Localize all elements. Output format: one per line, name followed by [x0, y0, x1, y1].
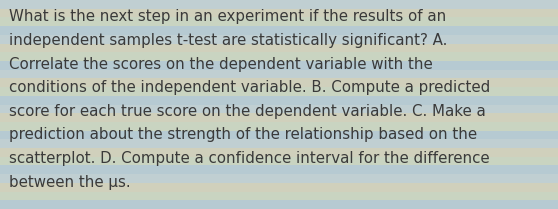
Bar [0, 183, 558, 192]
Bar [0, 35, 558, 43]
Text: conditions of the independent variable. B. Compute a predicted: conditions of the independent variable. … [9, 80, 490, 95]
Bar [0, 148, 558, 157]
Bar [0, 96, 558, 104]
Bar [0, 192, 558, 200]
Bar [0, 17, 558, 26]
Bar [0, 166, 558, 174]
Text: prediction about the strength of the relationship based on the: prediction about the strength of the rel… [9, 127, 478, 143]
Bar [0, 157, 558, 166]
Bar [0, 122, 558, 131]
Bar [0, 78, 558, 87]
Text: score for each true score on the dependent variable. C. Make a: score for each true score on the depende… [9, 104, 486, 119]
Bar [0, 104, 558, 113]
Text: Correlate the scores on the dependent variable with the: Correlate the scores on the dependent va… [9, 57, 433, 72]
Text: independent samples t-test are statistically significant? A.: independent samples t-test are statistic… [9, 33, 448, 48]
Text: What is the next step in an experiment if the results of an: What is the next step in an experiment i… [9, 9, 447, 24]
Bar [0, 87, 558, 96]
Bar [0, 113, 558, 122]
Bar [0, 174, 558, 183]
Bar [0, 70, 558, 78]
Text: between the μs.: between the μs. [9, 175, 131, 190]
Bar [0, 0, 558, 9]
Text: scatterplot. D. Compute a confidence interval for the difference: scatterplot. D. Compute a confidence int… [9, 151, 490, 166]
Bar [0, 9, 558, 17]
Bar [0, 26, 558, 35]
Bar [0, 43, 558, 52]
Bar [0, 139, 558, 148]
Bar [0, 200, 558, 209]
Bar [0, 61, 558, 70]
Bar [0, 52, 558, 61]
Bar [0, 131, 558, 139]
